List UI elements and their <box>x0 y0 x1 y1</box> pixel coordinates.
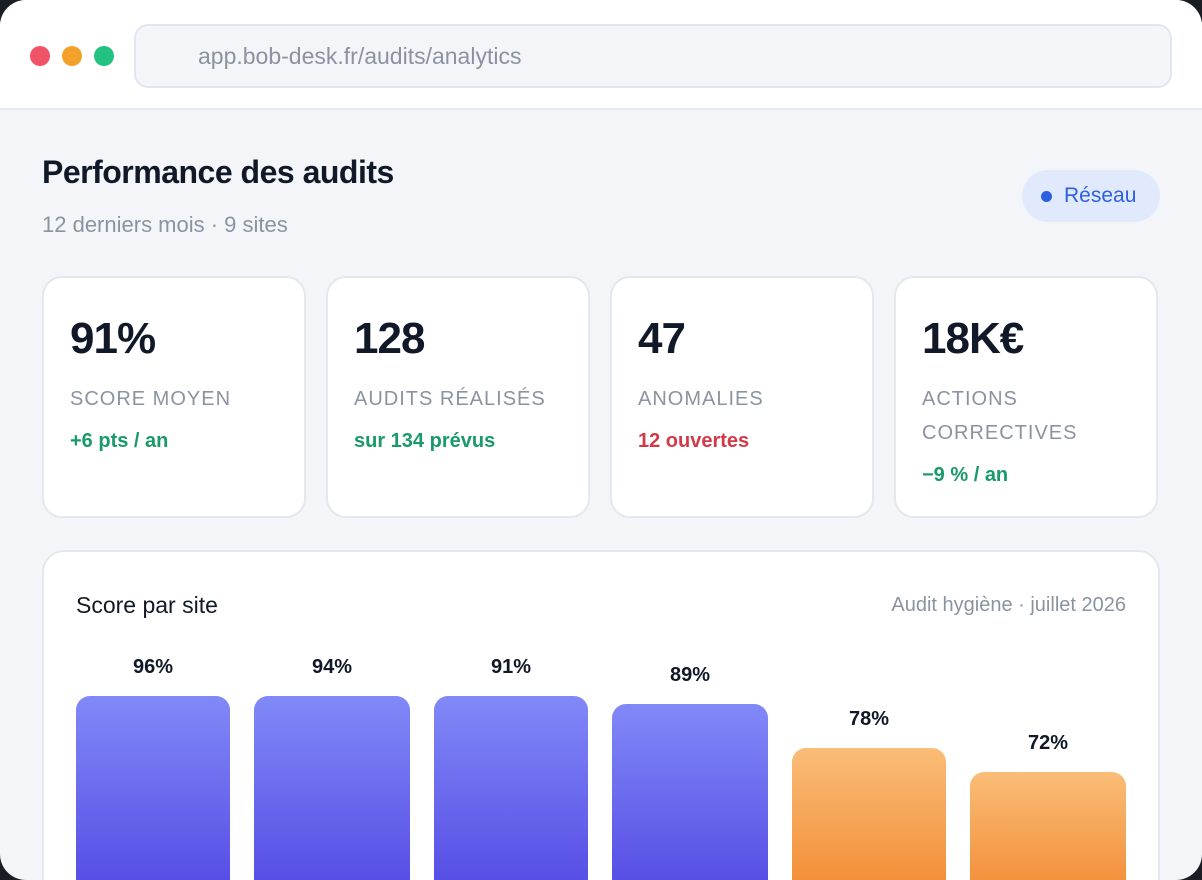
bar-value-label: 89% <box>669 664 711 686</box>
kpi-card-score: 91% SCORE MOYEN +6 pts / an <box>42 276 306 518</box>
kpi-value: 128 <box>354 314 425 363</box>
page-subtitle: 12 derniers mois · 9 sites <box>42 212 288 237</box>
maximize-window-button[interactable] <box>94 46 114 66</box>
kpi-trend: 12 ouvertes <box>638 430 750 452</box>
kpi-value: 18K€ <box>922 314 1024 363</box>
kpi-label: ANOMALIES <box>638 388 764 410</box>
chart-bar[interactable] <box>970 772 1126 880</box>
bar-value-label: 96% <box>132 656 174 678</box>
kpi-value: 47 <box>638 314 686 363</box>
bar-value-label: 78% <box>848 708 890 730</box>
chart-meta: Audit hygiène · juillet 2026 <box>891 594 1126 616</box>
kpi-card-actions: 18K€ ACTIONS CORRECTIVES −9 % / an <box>894 276 1158 518</box>
chart-bar[interactable] <box>76 696 230 880</box>
scope-badge[interactable]: Réseau <box>1022 170 1160 222</box>
kpi-card-anomalies: 47 ANOMALIES 12 ouvertes <box>610 276 874 518</box>
kpi-label: SCORE MOYEN <box>70 388 232 410</box>
chart-bar[interactable] <box>434 696 588 880</box>
kpi-trend: sur 134 prévus <box>354 430 496 452</box>
kpi-value: 91% <box>70 314 156 363</box>
close-window-button[interactable] <box>30 46 50 66</box>
address-bar-url: app.bob-desk.fr/audits/analytics <box>198 43 522 69</box>
kpi-trend: +6 pts / an <box>70 430 169 452</box>
badge-dot-icon <box>1041 191 1052 202</box>
scope-badge-label: Réseau <box>1064 184 1137 207</box>
score-chart-card: Score par site Audit hygiène · juillet 2… <box>42 550 1160 880</box>
kpi-label: AUDITS RÉALISÉS <box>354 388 546 410</box>
address-bar[interactable]: app.bob-desk.fr/audits/analytics <box>134 24 1172 88</box>
bar-value-label: 94% <box>311 656 353 678</box>
kpi-card-audits: 128 AUDITS RÉALISÉS sur 134 prévus <box>326 276 590 518</box>
kpi-trend: −9 % / an <box>922 464 1009 486</box>
chart-bar[interactable] <box>792 748 946 880</box>
bar-value-label: 72% <box>1027 732 1069 754</box>
page-title: Performance des audits <box>42 154 394 190</box>
chart-bar[interactable] <box>254 696 410 880</box>
chart-title: Score par site <box>76 592 218 618</box>
bar-chart: 96% 94% 91% 89% 78% 72% <box>44 552 1162 880</box>
minimize-window-button[interactable] <box>62 46 82 66</box>
kpi-label: ACTIONS CORRECTIVES <box>922 388 1078 444</box>
chart-bar[interactable] <box>612 704 768 880</box>
bar-value-label: 91% <box>490 656 532 678</box>
browser-titlebar: app.bob-desk.fr/audits/analytics <box>0 0 1202 110</box>
